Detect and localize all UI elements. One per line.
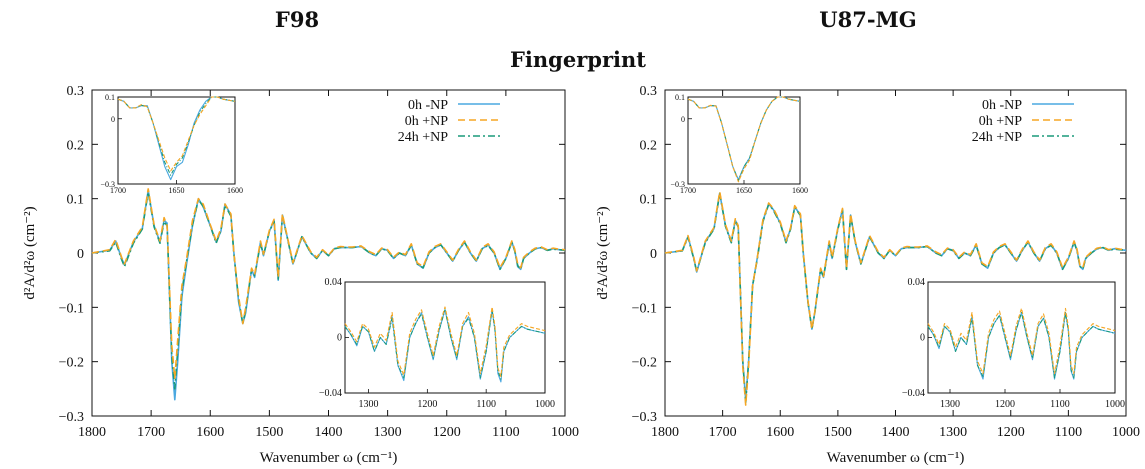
inset-y-tick-label: −0.04	[319, 388, 342, 399]
inset-frame	[344, 281, 546, 394]
x-tick-label: 1400	[315, 425, 343, 440]
y-axis-label: d²A/d²ω (cm⁻²)	[595, 206, 611, 299]
legend-label-0h-np: 0h +NP	[979, 114, 1023, 129]
y-tick-label: 0	[77, 247, 84, 262]
inset-y-tick-label: 0	[111, 115, 115, 124]
inset-x-tick-label: 1100	[476, 399, 496, 410]
y-tick-label: 0.3	[640, 84, 658, 99]
inset-frame	[927, 281, 1116, 394]
chart-panel-f98: 1800 1700 1600 1500 1400 1300 1200 1100 1000 0.3 0…	[22, 84, 579, 466]
inset-x-tick-label: 1600	[792, 186, 808, 195]
inset-x-tick-label: 1000	[535, 399, 555, 410]
inset-frame	[687, 96, 801, 185]
inset-y-tick-label: 0.04	[325, 277, 343, 288]
x-tick-label: 1300	[374, 425, 402, 440]
y-tick-label: −0.3	[632, 410, 657, 425]
inset-series-line-24h-np	[927, 311, 1116, 379]
inset-y-tick-label: 0.1	[105, 93, 115, 102]
inset-x-tick-label: 1000	[1105, 399, 1125, 410]
inset-x-tick-label: 1200	[995, 399, 1015, 410]
inset-x-tick-label: 1300	[359, 399, 379, 410]
y-tick-label: −0.2	[59, 356, 84, 371]
x-tick-label: 1800	[78, 425, 106, 440]
x-tick-label: 1800	[651, 425, 679, 440]
x-tick-label: 1300	[939, 425, 967, 440]
inset-bottom-right: 1300 1200 1100 1000 0.04 0 −0.04	[319, 277, 555, 410]
y-tick-label: −0.3	[59, 410, 84, 425]
legend-label-0h-np: 0h +NP	[405, 114, 449, 129]
inset-bottom-right: 1300 1200 1100 1000 0.04 0 −0.04	[902, 277, 1125, 410]
inset-top-left: 1700 1650 1600 0.1 0 −0.3	[670, 93, 808, 195]
legend-label-0h-np: 0h -NP	[982, 98, 1022, 113]
inset-top-left: 1700 1650 1600 0.1 0 −0.3	[100, 93, 243, 195]
x-tick-label: 1000	[1112, 425, 1140, 440]
y-tick-label: 0.1	[640, 193, 658, 208]
panel-title-left: F98	[275, 7, 319, 32]
inset-x-tick-label: 1200	[417, 399, 437, 410]
inset-x-tick-label: 1650	[736, 186, 752, 195]
y-tick-label: 0.1	[67, 193, 85, 208]
x-tick-label: 1500	[255, 425, 283, 440]
x-axis-label: Wavenumber ω (cm⁻¹)	[260, 450, 398, 466]
inset-y-tick-label: −0.3	[670, 180, 685, 189]
inset-series-line-24h-np	[687, 96, 801, 182]
x-tick-label: 1600	[766, 425, 794, 440]
series-line-0h-np	[664, 190, 1127, 406]
inset-series-line-0h-np	[927, 307, 1116, 375]
y-tick-label: 0.2	[67, 138, 85, 153]
inset-x-tick-label: 1100	[1050, 399, 1070, 410]
inset-y-tick-label: −0.04	[902, 388, 925, 399]
x-tick-label: 1100	[492, 425, 519, 440]
y-tick-label: 0.3	[67, 84, 85, 99]
inset-x-tick-label: 1700	[110, 186, 126, 195]
y-tick-label: 0.2	[640, 138, 658, 153]
x-tick-label: 1600	[196, 425, 224, 440]
inset-series-line-24h-np	[344, 309, 546, 380]
legend-label-24h-np: 24h +NP	[398, 130, 449, 145]
x-tick-label: 1200	[433, 425, 461, 440]
inset-x-tick-label: 1300	[940, 399, 960, 410]
x-tick-label: 1700	[709, 425, 737, 440]
legend-label-24h-np: 24h +NP	[972, 130, 1023, 145]
y-tick-label: −0.1	[632, 301, 657, 316]
inset-y-tick-label: 0.04	[908, 277, 926, 288]
x-tick-label: 1500	[824, 425, 852, 440]
x-tick-label: 1000	[551, 425, 579, 440]
inset-y-tick-label: 0.1	[675, 93, 685, 102]
inset-x-tick-label: 1600	[227, 186, 243, 195]
x-tick-label: 1200	[997, 425, 1025, 440]
y-tick-label: 0	[650, 247, 657, 262]
inset-y-tick-label: 0	[920, 333, 925, 344]
series-line-0h-np	[91, 188, 566, 379]
x-tick-label: 1400	[882, 425, 910, 440]
inset-frame	[117, 96, 236, 185]
inset-series-line-24h-np	[117, 96, 236, 176]
x-tick-label: 1700	[137, 425, 165, 440]
y-tick-label: −0.2	[632, 356, 657, 371]
figure-title: Fingerprint	[510, 47, 646, 72]
inset-y-tick-label: 0	[337, 333, 342, 344]
panel-title-right: U87-MG	[819, 7, 916, 32]
y-tick-label: −0.1	[59, 301, 84, 316]
chart-panel-u87mg: 1800 1700 1600 1500 1400 1300 1200 1100 1000 0.3 0…	[595, 84, 1140, 466]
inset-y-tick-label: 0	[681, 115, 685, 124]
x-axis-label: Wavenumber ω (cm⁻¹)	[827, 450, 965, 466]
inset-x-tick-label: 1700	[680, 186, 696, 195]
legend-label-0h-np: 0h -NP	[408, 98, 448, 113]
y-axis-label: d²A/d²ω (cm⁻²)	[22, 206, 38, 299]
inset-y-tick-label: −0.3	[100, 180, 115, 189]
x-tick-label: 1100	[1055, 425, 1082, 440]
inset-x-tick-label: 1650	[169, 186, 185, 195]
